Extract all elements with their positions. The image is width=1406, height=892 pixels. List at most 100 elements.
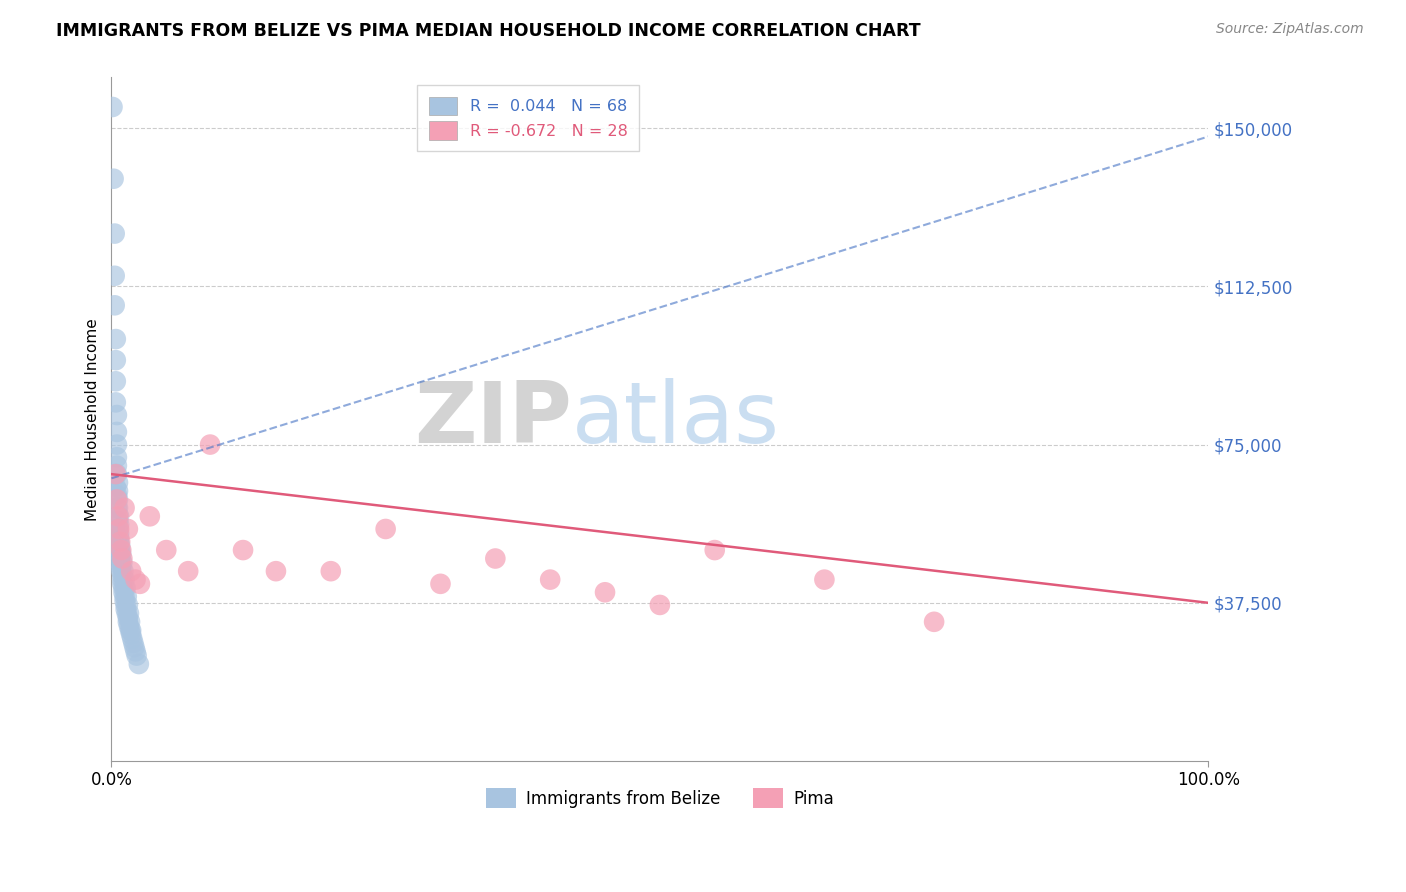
Point (105, 492, 128, 507)
Point (111, 556, 134, 570)
Point (264, 564, 287, 578)
Point (128, 657, 150, 671)
Point (121, 632, 143, 646)
Point (120, 627, 142, 641)
Text: IMMIGRANTS FROM BELIZE VS PIMA MEDIAN HOUSEHOLD INCOME CORRELATION CHART: IMMIGRANTS FROM BELIZE VS PIMA MEDIAN HO… (56, 22, 921, 40)
Point (122, 636, 145, 650)
Point (114, 500, 136, 515)
Point (111, 573, 134, 587)
Point (105, 458, 128, 473)
Point (108, 539, 131, 553)
Point (648, 598, 671, 612)
Point (112, 585, 135, 599)
Point (105, 450, 128, 465)
Point (118, 619, 141, 633)
Point (114, 602, 136, 616)
Point (111, 551, 134, 566)
Point (319, 564, 342, 578)
Point (117, 615, 139, 629)
Point (104, 353, 127, 368)
Point (232, 543, 254, 558)
Point (105, 467, 128, 482)
Text: Source: ZipAtlas.com: Source: ZipAtlas.com (1216, 22, 1364, 37)
Point (107, 500, 129, 515)
Point (114, 593, 136, 607)
Point (105, 500, 128, 515)
Point (374, 522, 396, 536)
Point (120, 615, 142, 629)
Text: atlas: atlas (572, 377, 780, 461)
Point (120, 624, 142, 638)
Point (117, 522, 139, 536)
Point (107, 475, 129, 490)
Point (107, 483, 129, 498)
Point (198, 437, 221, 451)
Point (108, 534, 131, 549)
Point (104, 332, 127, 346)
Point (111, 577, 134, 591)
Point (922, 615, 945, 629)
Point (110, 560, 132, 574)
Point (124, 573, 146, 587)
Point (117, 598, 139, 612)
Point (108, 551, 131, 566)
Point (105, 437, 128, 451)
Point (108, 543, 131, 558)
Point (155, 543, 177, 558)
Point (484, 551, 506, 566)
Point (108, 522, 131, 536)
Point (104, 227, 127, 241)
Point (129, 577, 152, 591)
Point (177, 564, 200, 578)
Point (813, 573, 835, 587)
Point (105, 488, 128, 502)
Point (114, 581, 136, 595)
Y-axis label: Median Household Income: Median Household Income (86, 318, 100, 521)
Point (112, 564, 135, 578)
Point (429, 577, 451, 591)
Point (104, 298, 127, 312)
Point (108, 517, 131, 532)
Point (105, 408, 128, 422)
Point (139, 509, 162, 524)
Point (105, 425, 128, 439)
Point (118, 607, 141, 621)
Point (108, 534, 131, 549)
Point (107, 522, 129, 536)
Point (104, 480, 127, 494)
Point (114, 573, 136, 587)
Point (110, 564, 132, 578)
Point (104, 467, 127, 482)
Point (111, 568, 134, 582)
Point (108, 556, 131, 570)
Point (124, 640, 146, 654)
Point (107, 509, 129, 524)
Point (120, 564, 142, 578)
Point (104, 268, 127, 283)
Legend: Immigrants from Belize, Pima: Immigrants from Belize, Pima (479, 781, 841, 814)
Point (112, 581, 135, 595)
Point (115, 590, 138, 604)
Point (124, 644, 146, 658)
Point (117, 610, 139, 624)
Point (103, 171, 125, 186)
Point (110, 543, 132, 558)
Point (120, 624, 142, 638)
Point (110, 547, 132, 561)
Point (104, 374, 127, 388)
Point (108, 547, 131, 561)
Point (108, 526, 131, 541)
Point (101, 100, 124, 114)
Point (108, 530, 131, 544)
Point (538, 573, 561, 587)
Point (703, 543, 725, 558)
Point (108, 509, 131, 524)
Point (107, 514, 129, 528)
Point (104, 395, 127, 409)
Point (115, 607, 138, 621)
Point (104, 467, 127, 482)
Point (114, 590, 136, 604)
Point (125, 648, 148, 663)
Point (114, 598, 136, 612)
Text: ZIP: ZIP (415, 377, 572, 461)
